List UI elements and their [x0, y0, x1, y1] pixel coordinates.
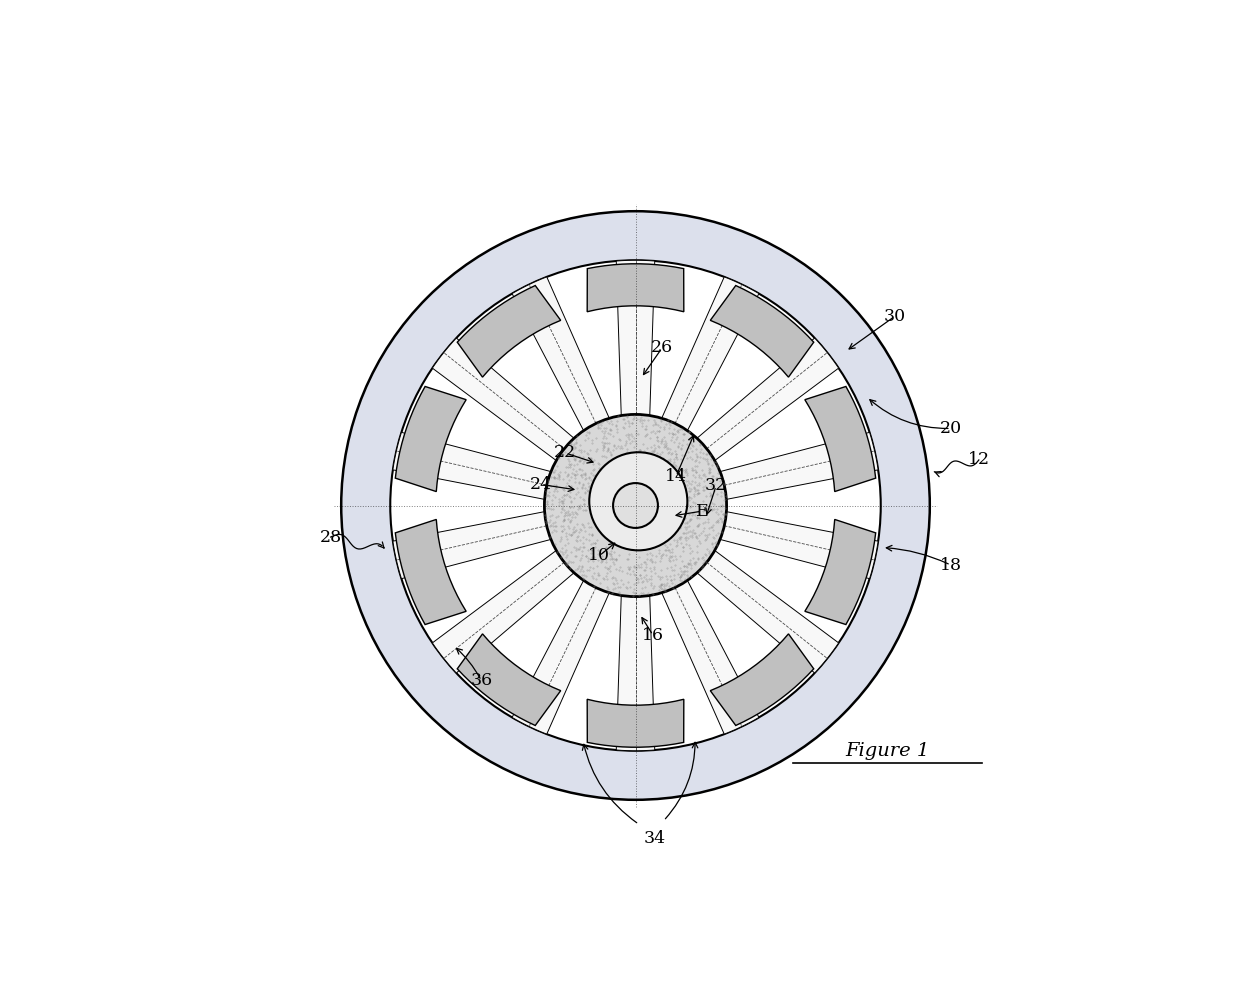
Text: 30: 30	[884, 308, 906, 324]
Polygon shape	[512, 277, 609, 430]
Text: 26: 26	[651, 339, 673, 356]
Text: 34: 34	[644, 830, 666, 847]
Text: 12: 12	[967, 451, 990, 468]
Polygon shape	[697, 338, 838, 460]
Text: Figure 1: Figure 1	[846, 742, 930, 760]
Text: 14: 14	[665, 467, 687, 484]
Text: 24: 24	[529, 476, 552, 492]
Polygon shape	[805, 520, 875, 625]
Text: 28: 28	[320, 529, 342, 546]
Circle shape	[391, 260, 880, 751]
Polygon shape	[711, 285, 813, 377]
Polygon shape	[662, 581, 759, 734]
Polygon shape	[396, 520, 466, 625]
Polygon shape	[711, 634, 813, 726]
Text: E: E	[696, 503, 708, 520]
Polygon shape	[458, 634, 560, 726]
Text: 36: 36	[470, 673, 492, 689]
Polygon shape	[393, 432, 551, 499]
Polygon shape	[458, 285, 560, 377]
Polygon shape	[616, 260, 655, 415]
Polygon shape	[720, 432, 878, 499]
Circle shape	[589, 452, 687, 551]
Circle shape	[544, 414, 727, 597]
Text: 20: 20	[940, 420, 962, 436]
Polygon shape	[805, 386, 875, 491]
Circle shape	[613, 483, 658, 528]
Text: 32: 32	[706, 477, 727, 494]
Text: 16: 16	[642, 627, 663, 644]
Polygon shape	[662, 277, 759, 430]
Polygon shape	[720, 512, 878, 579]
Polygon shape	[588, 700, 683, 747]
Polygon shape	[393, 512, 551, 579]
Polygon shape	[433, 338, 574, 460]
Text: 18: 18	[940, 557, 962, 574]
Polygon shape	[396, 386, 466, 491]
Polygon shape	[697, 551, 838, 673]
Polygon shape	[616, 596, 655, 751]
Polygon shape	[433, 551, 574, 673]
Text: 10: 10	[588, 548, 610, 565]
Circle shape	[341, 211, 930, 800]
Text: 22: 22	[554, 444, 577, 461]
Polygon shape	[588, 264, 683, 311]
Polygon shape	[512, 581, 609, 734]
